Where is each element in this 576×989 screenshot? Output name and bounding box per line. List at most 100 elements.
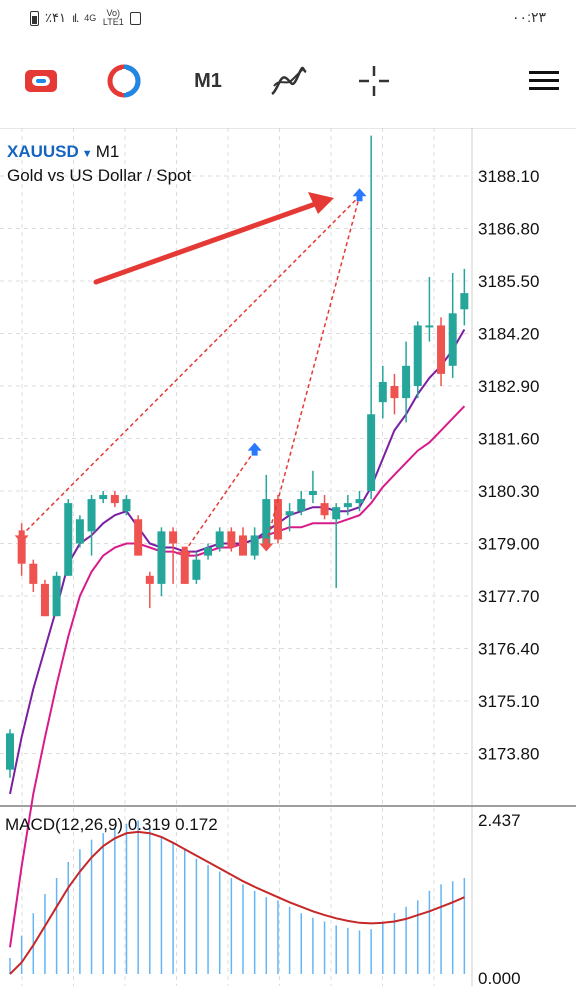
candle [169,527,178,584]
candle-body [448,313,457,366]
candle [250,527,259,560]
app-notification-icon [130,11,142,25]
price-chart[interactable]: 3188.10 3186.80 3185.50 3184.20 3182.90 3181.… [0,128,576,989]
status-bar: ٪۴۱ ıl. 4G Vo) LTE1 ۰۰:۲۳ [0,0,576,40]
candle-body [122,499,131,512]
candle [262,474,271,548]
candle [134,515,143,556]
candle [64,499,73,576]
signal-bars-icon: ıl. [71,11,79,25]
price-axis-label: 3186.80 [478,220,539,239]
moving-average-slow [9,405,466,948]
candle-body [239,535,247,556]
candle [6,729,14,778]
candle [425,276,434,342]
candle-body [134,519,143,556]
candle [297,491,306,516]
candle-body [308,491,317,496]
objects-icon [107,64,141,98]
sell-arrow-icon [14,530,29,544]
candle-body [413,325,422,386]
price-axis-label: 3184.20 [478,325,539,344]
candle-body [343,503,352,508]
candle-body [262,499,271,544]
candle-body [157,531,166,584]
candle-body [169,531,178,544]
candle-body [192,559,201,580]
indicators-icon [25,70,57,92]
price-axis-label: 3182.90 [478,377,539,396]
sell-arrow-icon [177,546,192,560]
network-4g: 4G [84,12,97,23]
candle [402,341,411,423]
candle [204,543,213,560]
candle-body [250,535,259,556]
candle-body [437,325,446,374]
price-axis-label: 3188.10 [478,167,539,186]
candle [320,495,329,520]
candle [448,272,457,378]
candle [157,527,166,596]
candle [285,503,294,532]
macd-scale-bottom: 0.000 [478,969,521,988]
network-lte: Vo) LTE1 [102,8,124,27]
annotation-arrowhead-icon [308,192,334,214]
candle-body [40,583,49,617]
candle-body [227,531,236,548]
candle-body [273,499,282,540]
trade-connector-line [265,195,361,544]
chart-toolbar: M1 [0,50,576,112]
candle-body [6,733,14,770]
price-axis-label: 3179.00 [478,535,539,554]
candle [343,495,352,516]
crosshair-icon [359,66,389,96]
candle-body [87,499,96,532]
candle-body [425,325,434,328]
moving-average-fast [9,328,466,795]
candle [390,373,399,415]
objects-button[interactable] [106,63,142,99]
candle [192,551,201,584]
candle [75,515,84,548]
price-axis-label: 3181.60 [478,430,539,449]
candle-body [204,547,213,556]
indicator-curve-button[interactable] [268,63,308,99]
symbol-name[interactable]: XAUUSD [7,142,79,161]
candle [110,491,119,508]
buy-arrow-icon [352,188,367,202]
price-axis-label: 3173.80 [478,745,539,764]
status-left: ٪۴۱ ıl. 4G Vo) LTE1 [30,8,142,27]
candle [273,495,282,544]
timeframe-button[interactable]: M1 [188,63,228,99]
candle-body [99,495,108,500]
indicator-curve-icon [271,66,307,96]
candle [355,491,364,512]
macd-scale-top: 2.437 [478,811,521,830]
candle [437,317,446,386]
candle-body [180,551,189,584]
battery-percent: ٪۴۱ [45,10,66,25]
candle-body [332,507,341,520]
candle [378,365,387,419]
candle [367,135,376,500]
candle [239,527,247,556]
crosshair-button[interactable] [356,63,392,99]
candle [460,268,469,326]
symbol-description: Gold vs US Dollar / Spot [7,166,192,185]
symbol-header[interactable]: XAUUSD ▼ M1 [7,142,119,162]
indicators-button[interactable] [24,63,58,99]
macd-name: MACD(12,26,9) [5,815,124,834]
candle-body [402,365,411,399]
candle-body [29,563,38,584]
candle [227,527,236,552]
price-axis-label: 3176.40 [478,640,539,659]
candle [215,527,224,552]
candle-body [367,414,376,491]
symbol-timeframe: M1 [95,142,120,161]
symbol-dropdown-icon[interactable]: ▼ [81,148,93,160]
candle [145,571,154,609]
timeframe-label: M1 [194,69,222,92]
menu-button[interactable] [528,63,560,99]
candle [308,470,317,504]
candle [413,321,422,399]
